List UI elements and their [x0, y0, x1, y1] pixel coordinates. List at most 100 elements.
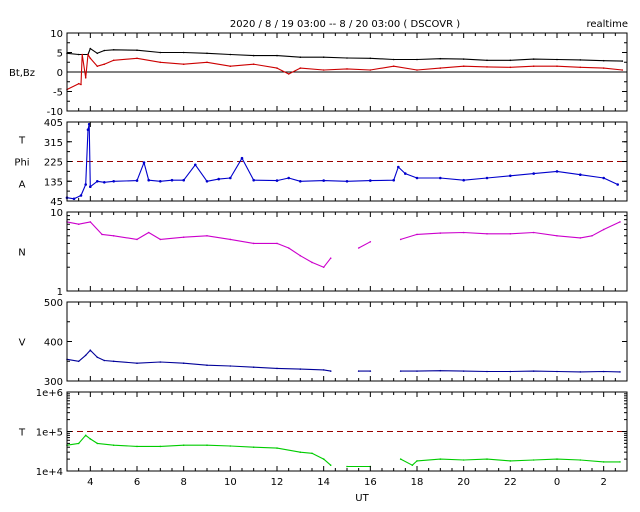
- data-point: [84, 354, 87, 357]
- data-point: [329, 464, 332, 467]
- y-tick-label: 500: [44, 298, 63, 309]
- data-point: [411, 464, 414, 467]
- data-point: [509, 66, 512, 69]
- data-point: [81, 53, 83, 56]
- data-point: [229, 65, 232, 67]
- data-point: [509, 233, 512, 235]
- data-point: [556, 65, 558, 67]
- y-axis-label: T: [18, 136, 26, 147]
- data-point: [182, 178, 185, 182]
- x-axis-label: UT: [355, 493, 369, 504]
- data-point: [84, 77, 87, 79]
- data-point: [80, 83, 82, 86]
- panel-speed: 500 400 300 V: [19, 298, 628, 388]
- data-point: [72, 197, 76, 201]
- data-point: [182, 236, 185, 238]
- series-line-density-0: [66, 221, 621, 268]
- data-point: [103, 63, 106, 65]
- data-point: [322, 179, 326, 182]
- data-point: [486, 66, 488, 68]
- panel-density: 10 1 N: [18, 208, 628, 298]
- series-line-bt-bz-0: [66, 48, 623, 62]
- data-point: [229, 238, 232, 241]
- realtime-label: realtime: [586, 19, 628, 30]
- data-point: [416, 58, 418, 61]
- y-tick-label: 405: [44, 118, 63, 129]
- data-point: [579, 66, 582, 69]
- data-point: [206, 235, 208, 237]
- data-point: [112, 235, 115, 237]
- x-tick-label: 8: [180, 477, 186, 488]
- data-point: [142, 161, 146, 164]
- data-point: [86, 128, 90, 131]
- data-point: [217, 177, 220, 181]
- data-point: [136, 362, 138, 365]
- data-point: [579, 459, 582, 461]
- data-point: [112, 180, 115, 183]
- x-tick-label: 2: [600, 477, 606, 488]
- y-tick-label: 0: [57, 68, 63, 79]
- data-point: [89, 349, 92, 352]
- data-point: [182, 362, 185, 365]
- data-point: [486, 458, 488, 460]
- data-point: [287, 247, 290, 249]
- panel-temperature: 1e+6 1e+5 1e+4 T: [18, 388, 628, 478]
- data-point: [369, 57, 372, 60]
- x-tick-label: 12: [271, 477, 284, 488]
- data-point: [112, 59, 115, 62]
- data-point: [439, 176, 442, 180]
- x-tick-label: 0: [554, 477, 560, 488]
- data-point: [311, 452, 313, 455]
- data-point: [276, 242, 278, 245]
- series-line-speed-0: [66, 349, 621, 373]
- panel-phi: 405 315 225 135 45 T Phi A: [14, 118, 628, 208]
- data-point: [103, 359, 106, 362]
- data-point: [89, 57, 92, 60]
- y-axis-label: T: [18, 428, 26, 439]
- panel-frame: [66, 211, 628, 292]
- data-point: [96, 65, 99, 67]
- data-point: [87, 53, 89, 56]
- data-point: [399, 238, 402, 241]
- data-point: [399, 370, 402, 372]
- data-point: [229, 365, 232, 367]
- data-point: [205, 180, 209, 183]
- data-point: [276, 367, 278, 370]
- y-tick-label: 135: [44, 177, 63, 188]
- data-point: [206, 52, 208, 55]
- y-tick-label: -10: [47, 107, 63, 118]
- data-point: [532, 58, 535, 60]
- data-point: [136, 49, 138, 51]
- y-tick-label: 400: [44, 338, 63, 349]
- data-point: [206, 444, 208, 447]
- data-point: [369, 179, 372, 182]
- data-point: [103, 49, 106, 52]
- y-tick-label: 225: [44, 158, 63, 169]
- data-point: [532, 65, 535, 67]
- data-point: [369, 69, 372, 71]
- data-point: [602, 67, 605, 69]
- data-point: [462, 58, 465, 60]
- data-point: [329, 370, 332, 372]
- data-point: [206, 364, 208, 367]
- data-point: [439, 57, 442, 60]
- y-tick-label: 1: [57, 287, 63, 298]
- panel-frame: [66, 301, 628, 382]
- data-point: [416, 370, 418, 372]
- data-point: [159, 180, 162, 183]
- data-point: [579, 237, 582, 239]
- data-point: [357, 247, 360, 249]
- data-point: [275, 179, 279, 182]
- data-point: [77, 82, 80, 85]
- data-point: [89, 185, 92, 188]
- data-point: [392, 65, 395, 67]
- data-point: [329, 257, 332, 260]
- data-point: [276, 54, 278, 57]
- x-tick-label: 16: [364, 477, 377, 488]
- y-axis-label: N: [18, 248, 25, 259]
- data-point: [84, 434, 87, 437]
- data-point: [369, 370, 372, 372]
- data-point: [439, 67, 442, 69]
- data-point: [252, 63, 255, 65]
